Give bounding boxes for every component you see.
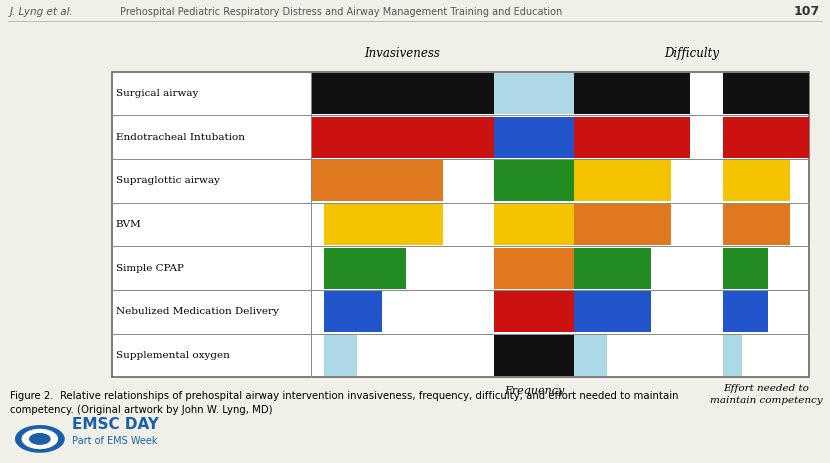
Text: Difficulty: Difficulty: [664, 47, 719, 60]
Bar: [494, 335, 574, 376]
Bar: [574, 73, 690, 114]
Bar: [574, 117, 690, 158]
Bar: [574, 335, 607, 376]
Text: Supraglottic airway: Supraglottic airway: [115, 176, 219, 185]
Text: Surgical airway: Surgical airway: [115, 89, 198, 98]
Bar: [723, 73, 809, 114]
Bar: [310, 73, 494, 114]
Circle shape: [29, 433, 51, 445]
Bar: [324, 335, 357, 376]
Circle shape: [15, 425, 65, 453]
Text: 107: 107: [793, 5, 820, 18]
Text: Endotracheal Intubation: Endotracheal Intubation: [115, 133, 245, 142]
Bar: [494, 161, 574, 201]
Bar: [112, 72, 809, 377]
Text: Part of EMS Week: Part of EMS Week: [72, 436, 158, 446]
Bar: [723, 204, 790, 245]
Bar: [723, 291, 768, 332]
Text: EMSC DAY: EMSC DAY: [72, 417, 159, 432]
Bar: [723, 117, 809, 158]
Text: Effort needed to
maintain competency: Effort needed to maintain competency: [710, 384, 823, 405]
Text: Nebulized Medication Delivery: Nebulized Medication Delivery: [115, 307, 278, 316]
Bar: [324, 204, 443, 245]
Text: Simple CPAP: Simple CPAP: [115, 264, 183, 273]
Bar: [494, 73, 574, 114]
Bar: [723, 161, 790, 201]
Text: J. Lyng et al.: J. Lyng et al.: [10, 6, 74, 17]
Bar: [723, 335, 742, 376]
Bar: [574, 248, 652, 288]
Bar: [494, 248, 574, 288]
Text: Figure 2.  Relative relationships of prehospital airway intervention invasivenes: Figure 2. Relative relationships of preh…: [10, 391, 678, 415]
Bar: [574, 204, 671, 245]
Bar: [310, 117, 494, 158]
Text: Frequency: Frequency: [504, 386, 564, 396]
Text: Supplemental oxygen: Supplemental oxygen: [115, 351, 229, 360]
Bar: [574, 291, 652, 332]
Bar: [310, 161, 443, 201]
Bar: [494, 117, 574, 158]
Circle shape: [22, 429, 58, 449]
Bar: [324, 291, 383, 332]
Bar: [324, 248, 406, 288]
Bar: [723, 248, 768, 288]
Text: BVM: BVM: [115, 220, 141, 229]
Text: Invasiveness: Invasiveness: [364, 47, 441, 60]
Bar: [494, 291, 574, 332]
Bar: [494, 204, 574, 245]
Bar: [574, 161, 671, 201]
Text: Prehospital Pediatric Respiratory Distress and Airway Management Training and Ed: Prehospital Pediatric Respiratory Distre…: [120, 6, 563, 17]
